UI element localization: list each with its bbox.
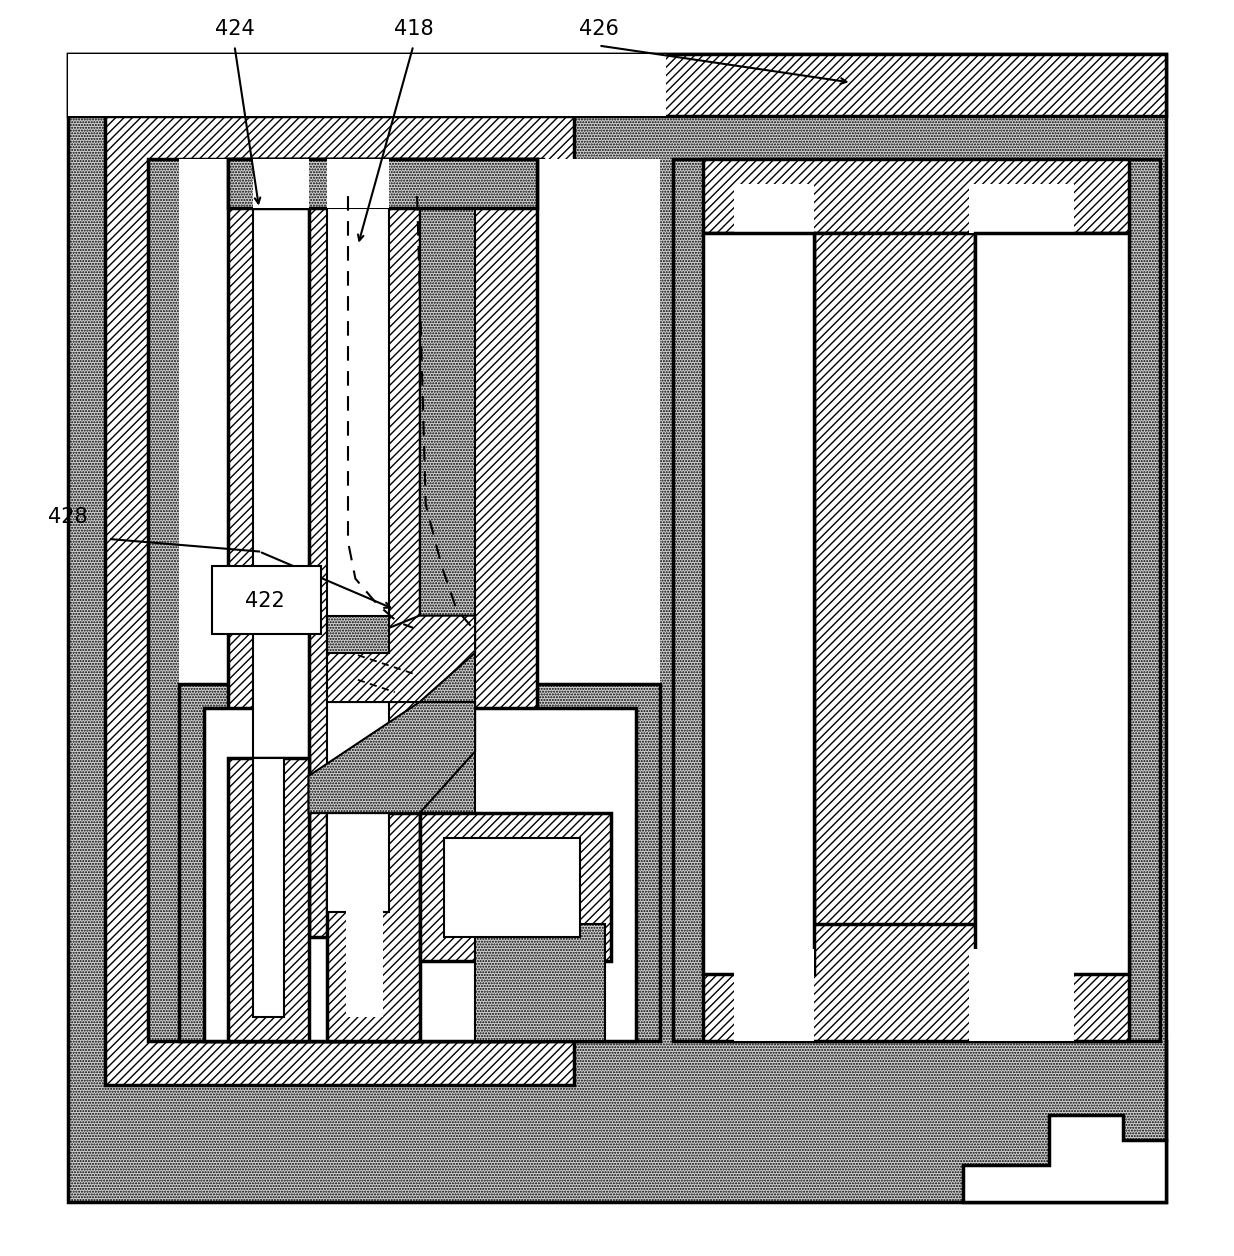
Polygon shape <box>327 615 389 653</box>
Bar <box>703 234 814 973</box>
Polygon shape <box>327 615 475 702</box>
Bar <box>179 160 660 1041</box>
Bar <box>68 54 1166 1202</box>
Bar <box>975 234 1129 973</box>
Bar <box>148 160 543 1041</box>
Bar <box>969 183 1074 234</box>
Bar <box>734 948 814 1041</box>
Bar <box>228 160 537 208</box>
Bar <box>179 683 660 1041</box>
Bar <box>673 160 1160 1041</box>
Bar <box>204 708 636 1041</box>
Text: 426: 426 <box>579 19 618 39</box>
Bar <box>734 183 814 234</box>
Bar <box>346 831 383 1016</box>
Bar <box>253 757 284 1016</box>
Bar <box>327 160 389 208</box>
Bar <box>703 160 1129 234</box>
Bar <box>228 757 308 1041</box>
Bar <box>228 160 537 961</box>
Bar <box>420 183 475 937</box>
Bar <box>814 234 975 973</box>
Bar <box>212 566 321 634</box>
Polygon shape <box>963 1115 1166 1202</box>
Bar <box>308 183 420 937</box>
Bar <box>703 924 1129 1041</box>
Bar <box>420 813 611 961</box>
Bar <box>68 54 666 116</box>
Bar <box>969 948 1074 1041</box>
Bar <box>327 208 389 912</box>
Bar <box>105 116 574 1085</box>
Text: 428: 428 <box>48 507 88 526</box>
Text: 424: 424 <box>215 19 254 39</box>
Bar <box>475 924 605 1041</box>
Bar <box>253 183 308 937</box>
Text: 422: 422 <box>246 590 285 610</box>
Text: 418: 418 <box>394 19 433 39</box>
Polygon shape <box>308 702 475 813</box>
Bar <box>253 160 308 208</box>
Bar <box>327 813 420 1041</box>
Bar <box>68 54 1166 116</box>
Bar <box>444 838 580 937</box>
